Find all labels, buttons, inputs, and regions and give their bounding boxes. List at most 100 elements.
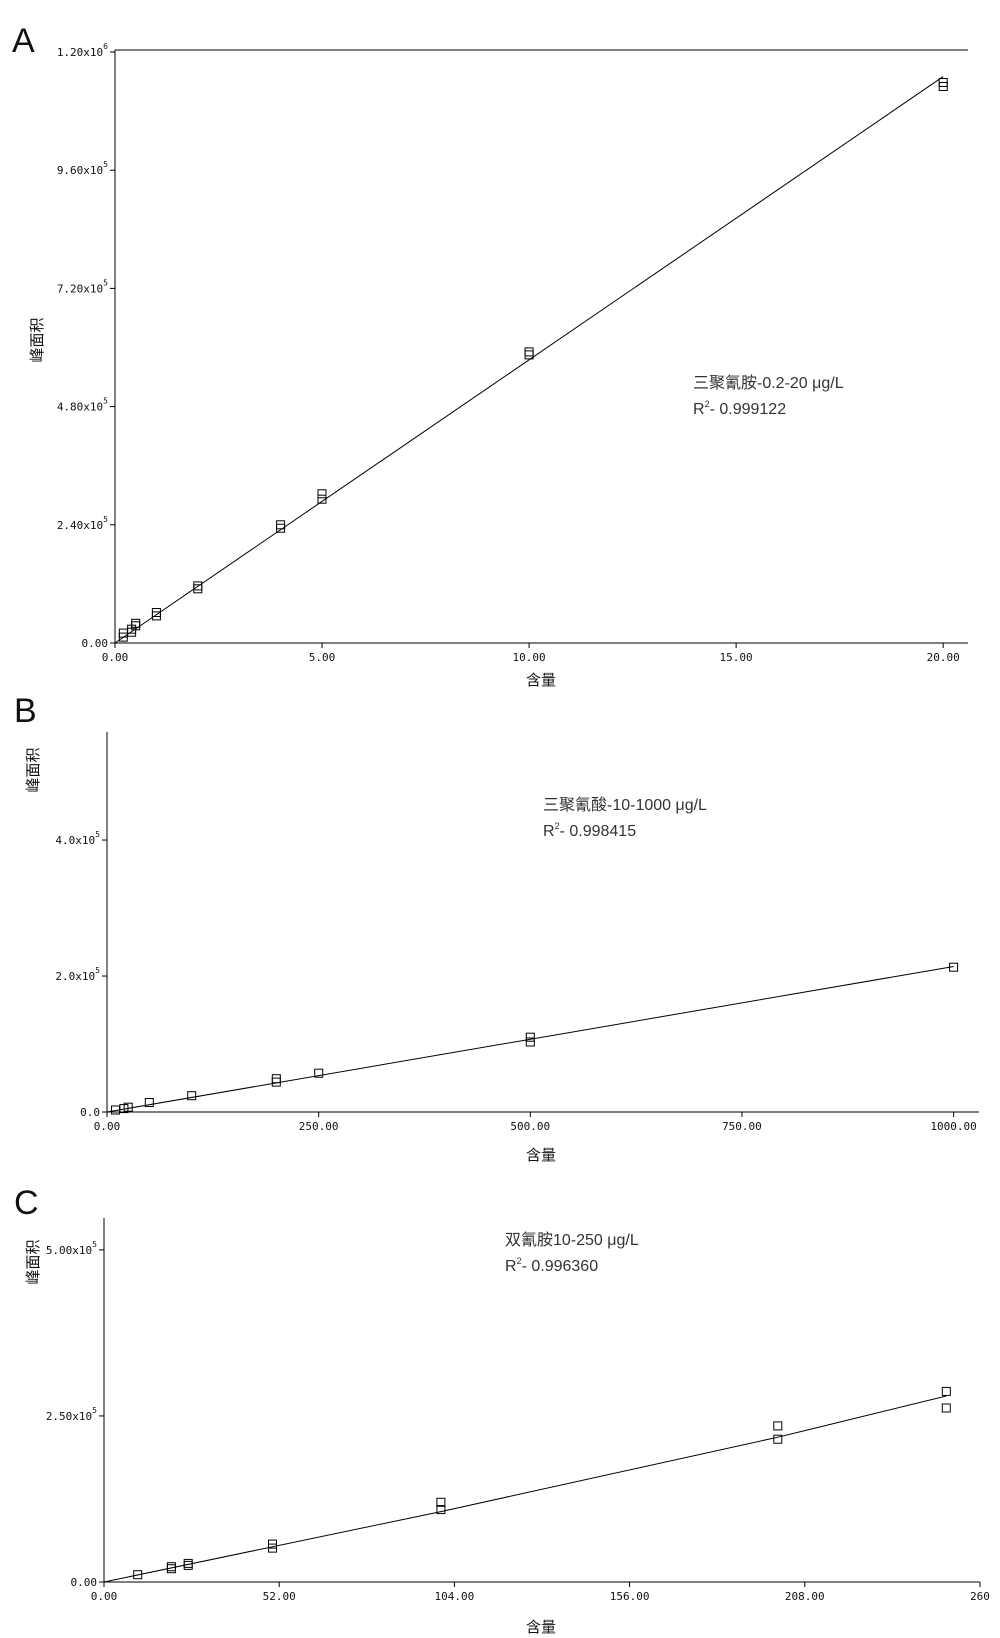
x-axis-title: 含量 — [526, 1618, 556, 1636]
data-point — [317, 494, 327, 504]
y-tick-mantissa: 0.0 — [80, 1106, 100, 1119]
data-point — [166, 1562, 176, 1572]
x-axis-title: 含量 — [526, 671, 556, 689]
data-point — [938, 78, 948, 87]
r-squared-value: - 0.996360 — [522, 1258, 599, 1275]
r-squared-exponent: 2 — [705, 399, 710, 409]
x-tick-label: 250.00 — [299, 1120, 339, 1133]
x-tick-label: 20.00 — [927, 651, 960, 664]
y-tick-label: 2.40x105 — [57, 515, 108, 532]
y-tick-exponent: 5 — [103, 397, 108, 406]
y-tick-mantissa: 5.00x10 — [46, 1244, 92, 1257]
x-tick-label: 0.00 — [94, 1120, 121, 1133]
x-tick-label: 0.00 — [102, 651, 129, 664]
y-tick-mantissa: 2.50x10 — [46, 1410, 92, 1423]
y-tick-exponent: 5 — [92, 1406, 97, 1415]
r-squared-label: R2- 0.999122 — [693, 399, 786, 418]
data-point — [773, 1421, 783, 1431]
data-point — [524, 347, 534, 357]
data-point — [193, 581, 203, 591]
y-tick-exponent: 6 — [103, 42, 108, 51]
x-tick-label: 5.00 — [309, 651, 336, 664]
r-squared-exponent: 2 — [517, 1256, 522, 1266]
y-tick-mantissa: 0.00 — [71, 1576, 98, 1589]
regression-line — [103, 1395, 947, 1583]
x-tick-label: 260 — [970, 1590, 990, 1603]
panel-letter: A — [12, 22, 35, 60]
data-point — [183, 1558, 193, 1568]
chart-panel-b: B0.00 250.00 500.00 750.00 1000.000.02.0x105… — [14, 692, 979, 1164]
y-tick-mantissa: 7.20x10 — [57, 282, 103, 295]
data-point — [131, 618, 141, 628]
data-point — [436, 1505, 446, 1515]
y-tick-label: 4.0x105 — [55, 830, 100, 847]
x-tick-label: 208.00 — [785, 1590, 825, 1603]
data-point — [941, 1403, 951, 1413]
y-tick-label: 1.20x106 — [57, 42, 108, 59]
r-squared-prefix: R — [505, 1258, 517, 1275]
data-point — [436, 1497, 446, 1507]
series-annotation: 三聚氰胺-0.2-20 μg/L — [693, 374, 844, 392]
y-tick-label: 0.0 — [80, 1106, 100, 1119]
data-point — [314, 1068, 324, 1078]
y-tick-exponent: 5 — [103, 160, 108, 169]
y-tick-exponent: 5 — [103, 278, 108, 287]
y-tick-label: 2.50x105 — [46, 1406, 97, 1423]
y-tick-label: 7.20x105 — [57, 278, 108, 295]
data-point — [123, 1102, 133, 1112]
r-squared-prefix: R — [543, 823, 555, 840]
data-point — [773, 1434, 783, 1444]
y-axis-title: 峰面积 — [24, 1239, 42, 1284]
data-point — [268, 1539, 277, 1549]
chart-panel-a: A0.00 5.00 10.00 15.00 20.000.002.40x1054.80… — [12, 22, 968, 689]
data-point — [525, 1037, 535, 1047]
x-tick-label: 15.00 — [720, 651, 753, 664]
x-tick-label: 156.00 — [610, 1590, 650, 1603]
x-tick-label: 52.00 — [263, 1590, 296, 1603]
data-point — [151, 608, 161, 617]
series-annotation: 双氰胺10-250 μg/L — [505, 1231, 639, 1249]
r-squared-value: - 0.998415 — [560, 823, 637, 840]
x-axis-title: 含量 — [526, 1146, 556, 1164]
y-tick-label: 0.00 — [82, 637, 109, 650]
data-point — [187, 1091, 197, 1101]
y-tick-mantissa: 1.20x10 — [57, 46, 103, 59]
y-tick-label: 5.00x105 — [46, 1240, 97, 1257]
data-point — [949, 962, 959, 972]
y-tick-mantissa: 2.0x10 — [55, 970, 95, 983]
y-tick-label: 0.00 — [71, 1576, 98, 1589]
data-point — [941, 1386, 951, 1396]
y-tick-mantissa: 4.0x10 — [55, 834, 95, 847]
y-tick-mantissa: 9.60x10 — [57, 164, 103, 177]
data-point — [271, 1074, 281, 1084]
y-tick-mantissa: 0.00 — [82, 637, 109, 650]
y-tick-mantissa: 4.80x10 — [57, 401, 103, 414]
y-tick-exponent: 5 — [92, 1240, 97, 1249]
panel-letter: C — [14, 1184, 39, 1222]
data-point — [317, 489, 327, 499]
data-point — [276, 520, 286, 530]
x-tick-label: 1000.00 — [930, 1120, 976, 1133]
y-axis-title: 峰面积 — [24, 747, 42, 792]
y-tick-label: 4.80x105 — [57, 397, 108, 414]
r-squared-label: R2- 0.996360 — [505, 1256, 598, 1275]
x-tick-label: 500.00 — [510, 1120, 550, 1133]
r-squared-value: - 0.999122 — [710, 401, 787, 418]
x-tick-label: 10.00 — [513, 651, 546, 664]
y-tick-exponent: 5 — [95, 966, 100, 975]
y-tick-mantissa: 2.40x10 — [57, 519, 103, 532]
panel-letter: B — [14, 692, 37, 730]
x-tick-label: 750.00 — [722, 1120, 762, 1133]
x-tick-label: 0.00 — [91, 1590, 118, 1603]
y-axis-title: 峰面积 — [28, 317, 46, 362]
r-squared-label: R2- 0.998415 — [543, 821, 636, 840]
y-tick-exponent: 5 — [103, 515, 108, 524]
data-point — [525, 1032, 535, 1042]
r-squared-exponent: 2 — [555, 821, 560, 831]
y-tick-exponent: 5 — [95, 830, 100, 839]
data-point — [133, 1570, 143, 1580]
y-tick-label: 2.0x105 — [55, 966, 100, 983]
r-squared-prefix: R — [693, 401, 705, 418]
series-annotation: 三聚氰酸-10-1000 μg/L — [543, 796, 707, 814]
